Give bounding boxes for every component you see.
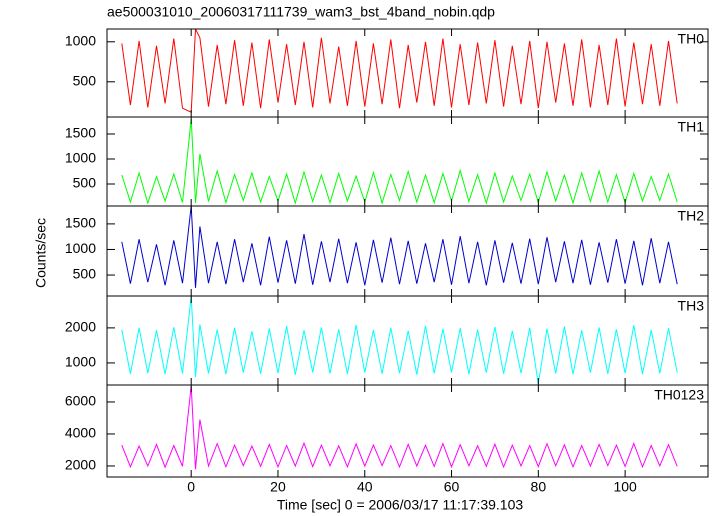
y-tick-label: 1500: [65, 215, 96, 231]
y-tick-label: 4000: [65, 425, 96, 441]
data-line: [121, 29, 678, 113]
y-tick-label: 2000: [65, 319, 96, 335]
panel-frame: [106, 205, 709, 297]
x-tick-label: 80: [531, 479, 547, 495]
legend-label: TH0123: [654, 387, 704, 403]
panel-frame: [106, 28, 709, 118]
data-line: [121, 206, 678, 288]
y-tick-label: 1000: [65, 240, 96, 256]
y-tick-label: 1000: [65, 33, 96, 49]
y-tick-label: 500: [73, 73, 97, 89]
legend-label: TH3: [678, 298, 705, 314]
data-line: [121, 118, 678, 205]
y-tick-label: 6000: [65, 393, 96, 409]
x-tick-label: 20: [270, 479, 286, 495]
x-tick-label: 40: [357, 479, 373, 495]
data-line: [121, 385, 678, 470]
y-tick-label: 500: [73, 266, 97, 282]
panel-frame: [106, 116, 709, 207]
y-tick-label: 2000: [65, 457, 96, 473]
x-tick-label: 0: [187, 479, 195, 495]
panel-frame: [106, 295, 709, 386]
y-tick-label: 500: [73, 175, 97, 191]
y-axis-label: Counts/sec: [33, 218, 49, 288]
legend-label: TH0: [678, 31, 705, 47]
y-tick-label: 1500: [65, 125, 96, 141]
x-tick-label: 100: [613, 479, 637, 495]
x-tick-label: 60: [444, 479, 460, 495]
legend-label: TH1: [678, 119, 705, 135]
y-tick-label: 1000: [65, 354, 96, 370]
data-line: [121, 296, 678, 384]
panel-frame: [106, 384, 709, 478]
legend-label: TH2: [678, 208, 705, 224]
chart-title: ae500031010_20060317111739_wam3_bst_4ban…: [107, 4, 495, 20]
y-tick-label: 1000: [65, 150, 96, 166]
x-axis-label: Time [sec] 0 = 2006/03/17 11:17:39.103: [277, 497, 524, 513]
